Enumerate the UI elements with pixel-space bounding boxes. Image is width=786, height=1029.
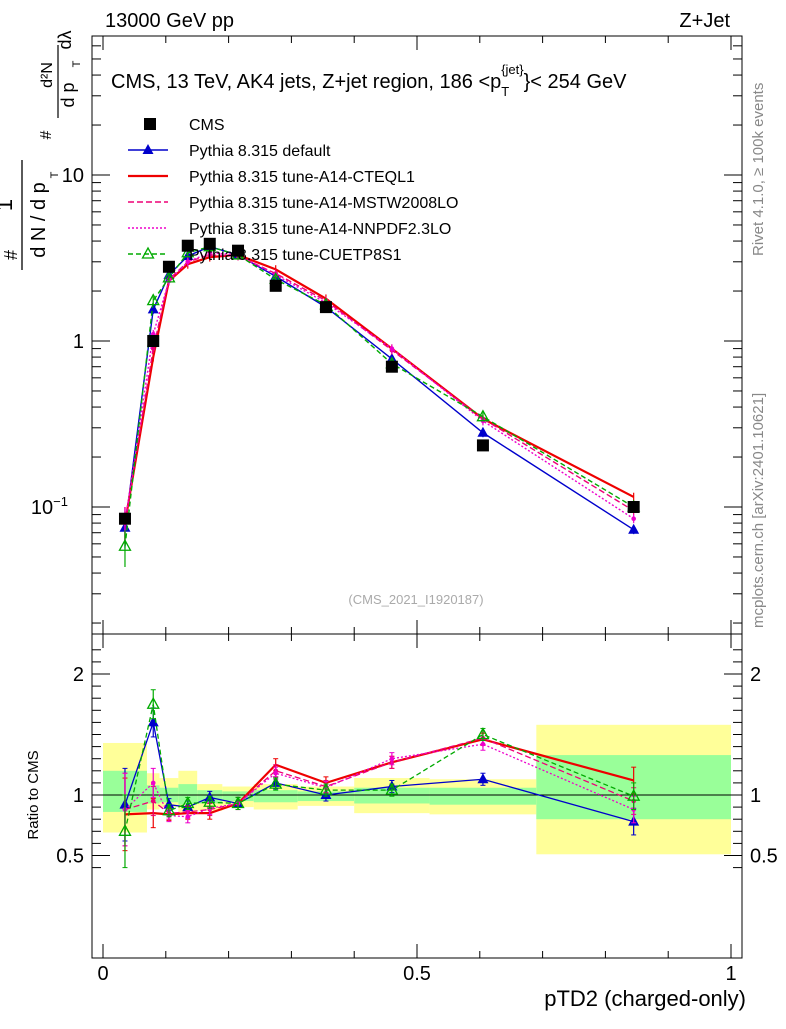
cms-data-point	[627, 501, 640, 513]
series-line-cteql1	[123, 253, 635, 524]
x-tick-label: 0	[97, 963, 108, 985]
y-tick-exponent: −1	[53, 494, 68, 509]
legend: CMS Pythia 8.315 default Pythia 8.315 tune…	[128, 117, 458, 264]
cms-data-point	[319, 301, 332, 314]
y-tick-label: 10−1	[31, 494, 68, 519]
y-label-numerator-2: d²N	[39, 62, 56, 88]
cms-data-point	[269, 279, 282, 292]
y-label-denominator: d N / d p	[28, 182, 50, 258]
ratio-band-green	[429, 787, 537, 805]
ratio-point-mstw	[150, 798, 156, 804]
legend-label-nnpdf: Pythia 8.315 tune-A14-NNPDF2.3LO	[189, 221, 451, 238]
series-point-cuetp8s1	[476, 409, 490, 422]
series-line-mstw	[124, 254, 635, 524]
ratio-y-tick-label: 0.5	[56, 846, 84, 868]
ratio-y-tick-label-right: 1	[750, 785, 761, 807]
x-tick-label: 0.5	[403, 963, 431, 985]
cms-data-point	[147, 335, 160, 347]
legend-marker-cms	[144, 118, 156, 130]
cms-data-point	[385, 360, 398, 373]
series-point-cuetp8s1	[162, 270, 176, 283]
energy-label: 13000 GeV pp	[105, 10, 234, 32]
cms-data-point	[181, 239, 194, 252]
ratio-point-nnpdf	[480, 741, 486, 747]
analysis-id-watermark: (CMS_2021_I1920187)	[348, 592, 483, 607]
series-point-nnpdf	[207, 250, 213, 256]
ratio-y-axis-label: Ratio to CMS	[25, 750, 42, 839]
series-point-cuetp8s1	[146, 293, 160, 306]
series-point-nnpdf	[389, 346, 395, 351]
ratio-point-default	[147, 716, 159, 727]
ratio-point-cuetp8s1	[269, 776, 283, 789]
ratio-point-nnpdf	[389, 756, 395, 761]
process-label: Z+Jet	[679, 10, 730, 32]
ratio-point-nnpdf	[150, 780, 156, 786]
plot-title: CMS, 13 TeV, AK4 jets, Z+jet region, 186…	[111, 62, 627, 99]
title-tail: }< 254 GeV	[524, 71, 628, 93]
ratio-point-default	[477, 773, 489, 784]
series-point-nnpdf	[631, 516, 636, 522]
ratio-point-cuetp8s1	[203, 794, 217, 807]
title-superscript: {jet}	[501, 62, 524, 77]
legend-marker-cuetp8s1	[141, 246, 155, 259]
y-label-sub-t-2: T	[71, 60, 83, 67]
mcplots-label: mcplots.cern.ch [arXiv:2401.10621]	[750, 393, 767, 628]
series-point-default	[147, 303, 159, 314]
ratio-point-cuetp8s1	[385, 782, 399, 795]
legend-label-mstw: Pythia 8.315 tune-A14-MSTW2008LO	[189, 195, 458, 212]
y-tick-label: 10	[62, 165, 84, 187]
x-tick-label: 1	[725, 963, 736, 985]
y-label-hash: #	[1, 250, 21, 260]
ratio-point-cuetp8s1	[118, 823, 132, 836]
series-point-cuetp8s1	[181, 245, 195, 258]
legend-marker-default	[142, 144, 154, 154]
legend-label-cteql1: Pythia 8.315 tune-A14-CTEQL1	[189, 169, 415, 186]
x-axis-label: pTD2 (charged-only)	[544, 986, 746, 1011]
series-line-nnpdf	[124, 252, 635, 524]
y-label-sub-t: T	[49, 171, 61, 178]
legend-label-default: Pythia 8.315 default	[189, 143, 331, 160]
ratio-band-green	[253, 790, 298, 803]
ratio-y-tick-label-right: 0.5	[750, 846, 778, 868]
ratio-point-cuetp8s1	[627, 788, 641, 801]
y-label-hash-2: #	[38, 130, 55, 139]
y-label-denominator-2: d p	[58, 82, 78, 107]
legend-label-cms: CMS	[189, 117, 225, 134]
series-point-default	[628, 523, 640, 534]
series-point-cuetp8s1	[118, 538, 132, 551]
y-label-lambda: dλ	[55, 30, 75, 49]
cms-data-point	[476, 439, 489, 452]
ratio-line-nnpdf	[124, 743, 634, 818]
series-point-nnpdf	[185, 259, 191, 265]
series-line-default	[124, 245, 635, 531]
series-point-mstw	[150, 346, 156, 351]
series-point-default	[477, 426, 489, 437]
ratio-point-cuetp8s1	[146, 696, 160, 709]
y-tick-label: 1	[73, 331, 84, 353]
ratio-point-cuetp8s1	[319, 782, 333, 795]
ratio-point-cuetp8s1	[162, 803, 176, 816]
ratio-y-tick-label: 2	[73, 664, 84, 686]
legend-label-cuetp8s1: Pythia 8.315 tune-CUETP8S1	[189, 247, 402, 264]
ratio-point-nnpdf	[273, 770, 279, 776]
ratio-band-green	[178, 784, 198, 805]
cms-data-point	[162, 260, 175, 273]
cms-data-point	[232, 244, 245, 257]
title-subscript: T	[501, 84, 509, 99]
ratio-point-nnpdf	[185, 814, 191, 820]
ratio-point-cuetp8s1	[476, 727, 490, 740]
series-line-cuetp8s1	[124, 245, 635, 547]
rivet-version-label: Rivet 4.1.0, ≥ 100k events	[750, 83, 767, 256]
ratio-y-tick-label: 1	[73, 785, 84, 807]
ratio-point-cuetp8s1	[231, 796, 245, 809]
cms-data-point	[203, 237, 216, 250]
ratio-point-cuetp8s1	[181, 796, 195, 809]
y-label-one: 1	[0, 199, 17, 211]
cms-data-point	[118, 512, 131, 525]
ratio-y-tick-label-right: 2	[750, 664, 761, 686]
